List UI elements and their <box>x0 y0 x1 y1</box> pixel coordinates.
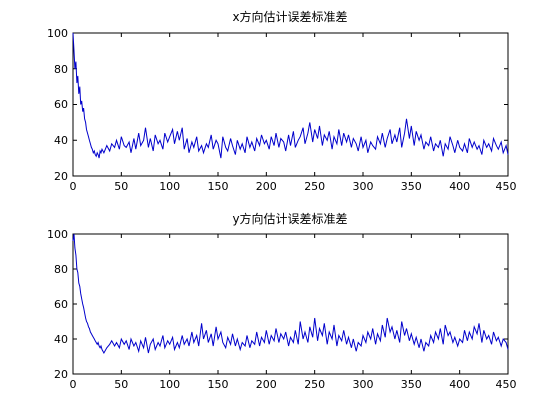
y-tick-label: 20 <box>54 368 68 381</box>
y-tick-labels-x: 20 40 60 80 100 <box>47 27 68 183</box>
x-tick-label: 250 <box>304 180 325 193</box>
x-tick-label: 150 <box>208 378 229 391</box>
y-tick-label: 40 <box>54 333 68 346</box>
y-tick-label: 60 <box>54 98 68 111</box>
x-tick-label: 200 <box>256 180 277 193</box>
y-tick-labels-y: 20 40 60 80 100 <box>47 228 68 381</box>
x-tick-label: 450 <box>496 180 517 193</box>
x-tick-labels-y: 0 50 100 150 200 250 300 350 400 450 <box>70 378 517 391</box>
y-tick-label: 100 <box>47 27 68 40</box>
x-tick-label: 100 <box>159 378 180 391</box>
y-tick-label: 60 <box>54 298 68 311</box>
y-tick-label: 80 <box>54 63 68 76</box>
x-tick-label: 0 <box>70 378 77 391</box>
series-line-y <box>72 233 509 355</box>
x-tick-label: 100 <box>159 180 180 193</box>
x-tick-labels-x: 0 50 100 150 200 250 300 350 400 450 <box>70 180 517 193</box>
axis-ticks-x <box>72 32 509 177</box>
subplot-y-error: y方向估计误差标准差 20 40 60 80 100 0 50 100 150 … <box>47 211 517 391</box>
x-tick-label: 350 <box>401 378 422 391</box>
x-tick-label: 450 <box>496 378 517 391</box>
x-tick-label: 50 <box>114 378 128 391</box>
x-tick-label: 150 <box>208 180 229 193</box>
chart-title-y: y方向估计误差标准差 <box>232 211 347 226</box>
x-tick-label: 400 <box>449 180 470 193</box>
y-tick-label: 100 <box>47 228 68 241</box>
x-tick-label: 200 <box>256 378 277 391</box>
plot-area-y <box>72 233 509 375</box>
plot-area-x <box>72 32 509 177</box>
x-tick-label: 250 <box>304 378 325 391</box>
x-tick-label: 0 <box>70 180 77 193</box>
x-tick-label: 300 <box>353 180 374 193</box>
chart-title-x: x方向估计误差标准差 <box>232 9 347 24</box>
x-tick-label: 300 <box>353 378 374 391</box>
series-line-x <box>72 32 509 159</box>
y-tick-label: 20 <box>54 170 68 183</box>
y-tick-label: 40 <box>54 134 68 147</box>
x-tick-label: 350 <box>401 180 422 193</box>
subplot-x-error: x方向估计误差标准差 20 40 60 80 100 0 50 100 150 … <box>47 9 517 193</box>
x-tick-label: 400 <box>449 378 470 391</box>
axis-ticks-y <box>72 233 509 375</box>
x-tick-label: 50 <box>114 180 128 193</box>
y-tick-label: 80 <box>54 263 68 276</box>
